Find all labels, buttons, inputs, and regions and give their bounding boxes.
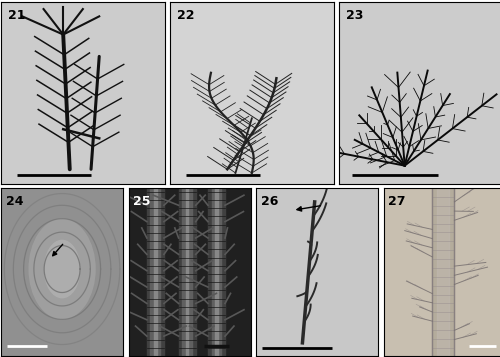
Text: 24: 24	[6, 195, 24, 208]
Text: 25: 25	[134, 195, 151, 208]
Text: 26: 26	[261, 195, 278, 208]
Text: 27: 27	[388, 195, 406, 208]
Ellipse shape	[44, 240, 80, 298]
Text: 23: 23	[346, 9, 363, 22]
Text: 21: 21	[8, 9, 25, 22]
Ellipse shape	[28, 219, 96, 320]
Text: 22: 22	[176, 9, 194, 22]
